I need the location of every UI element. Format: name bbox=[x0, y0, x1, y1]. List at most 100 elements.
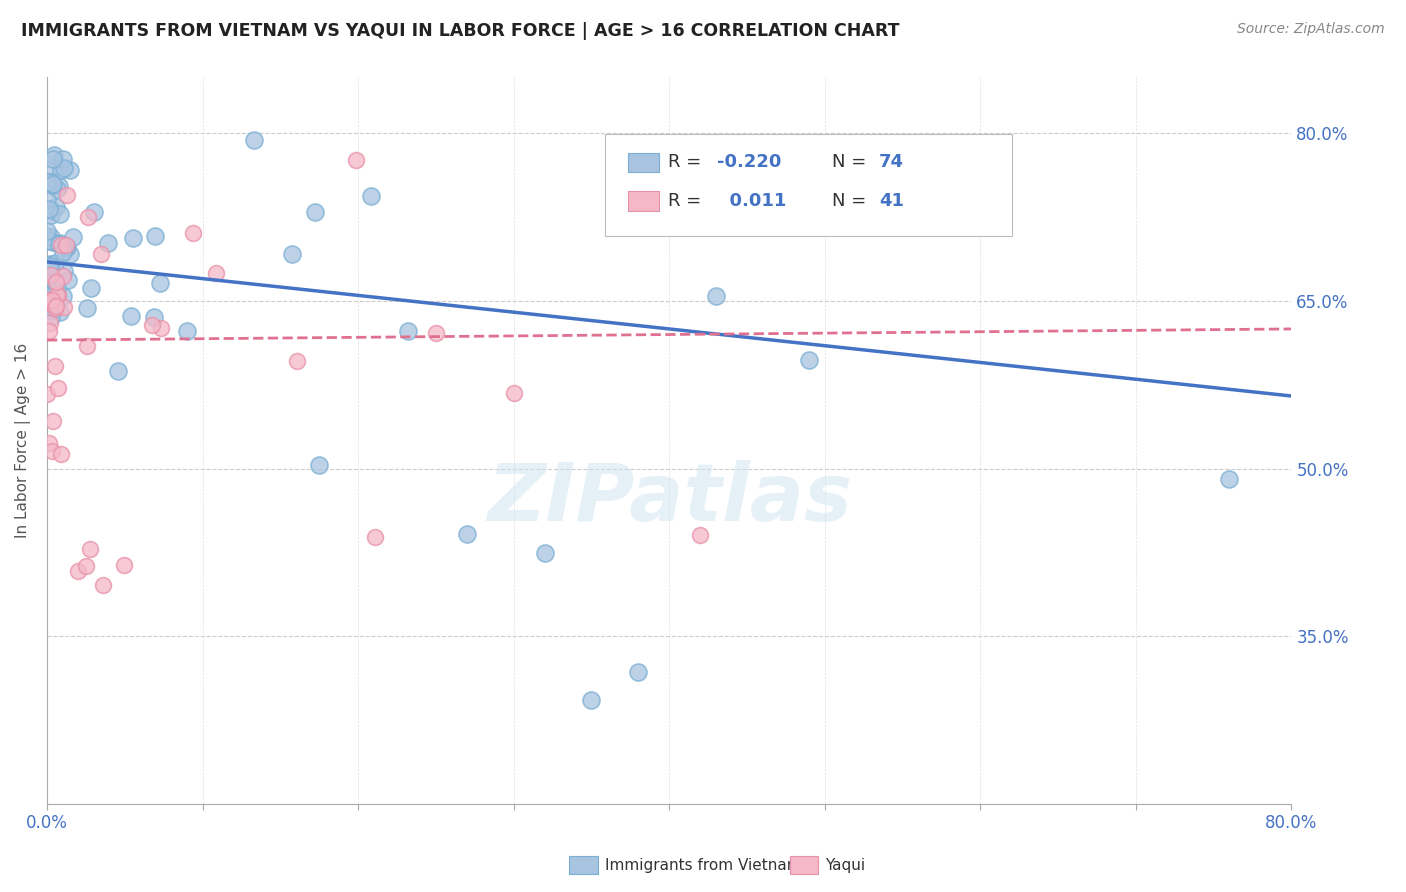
Point bbox=[112, 558, 135, 572]
Point bbox=[44, 301, 66, 316]
Point bbox=[176, 324, 198, 338]
Point bbox=[364, 529, 387, 543]
Point bbox=[45, 288, 67, 302]
Point bbox=[42, 161, 65, 175]
Point bbox=[55, 240, 77, 254]
Point bbox=[48, 381, 70, 395]
Text: Source: ZipAtlas.com: Source: ZipAtlas.com bbox=[1237, 22, 1385, 37]
Point bbox=[79, 542, 101, 557]
Point bbox=[41, 204, 63, 219]
Text: ZIPatlas: ZIPatlas bbox=[486, 460, 852, 538]
Point bbox=[141, 318, 163, 333]
Text: R =: R = bbox=[668, 153, 707, 171]
Point bbox=[38, 324, 60, 338]
Point bbox=[39, 208, 62, 222]
Point bbox=[689, 528, 711, 542]
Point bbox=[44, 294, 66, 309]
Point bbox=[38, 202, 60, 216]
Point bbox=[37, 175, 59, 189]
Point bbox=[45, 299, 67, 313]
Point bbox=[45, 200, 67, 214]
Point bbox=[41, 178, 63, 193]
Point bbox=[704, 289, 727, 303]
Point bbox=[37, 233, 59, 247]
Point bbox=[52, 289, 75, 303]
Text: N =: N = bbox=[832, 153, 872, 171]
Point bbox=[42, 177, 65, 191]
Point bbox=[38, 235, 60, 249]
Text: R =: R = bbox=[668, 192, 707, 210]
Point bbox=[49, 305, 72, 319]
Point bbox=[37, 260, 59, 274]
Point bbox=[38, 316, 60, 330]
Point bbox=[42, 152, 65, 166]
Point bbox=[62, 230, 84, 244]
Point bbox=[44, 359, 66, 373]
Point bbox=[39, 176, 62, 190]
Point bbox=[75, 559, 97, 574]
Point bbox=[45, 182, 67, 196]
Text: 41: 41 bbox=[879, 192, 904, 210]
Point bbox=[37, 193, 59, 207]
Point bbox=[45, 296, 67, 310]
Point bbox=[37, 293, 59, 307]
Point bbox=[79, 281, 101, 295]
Point bbox=[44, 256, 66, 270]
Point bbox=[37, 269, 59, 284]
Point bbox=[38, 260, 60, 274]
Point bbox=[52, 161, 75, 175]
Point bbox=[205, 266, 228, 280]
Point bbox=[122, 230, 145, 244]
Point bbox=[41, 235, 63, 249]
Point bbox=[56, 188, 79, 202]
Point bbox=[49, 238, 72, 252]
Point bbox=[533, 546, 555, 560]
Point bbox=[53, 300, 76, 314]
Point bbox=[107, 364, 129, 378]
Point bbox=[66, 564, 89, 578]
Point bbox=[49, 235, 72, 250]
Point bbox=[77, 210, 100, 224]
Point bbox=[48, 236, 70, 251]
Point bbox=[76, 301, 98, 315]
Point bbox=[45, 280, 67, 294]
Text: -0.220: -0.220 bbox=[717, 153, 782, 171]
Point bbox=[52, 244, 75, 259]
Text: 74: 74 bbox=[879, 153, 904, 171]
Point bbox=[97, 235, 120, 250]
Point bbox=[49, 207, 72, 221]
Point bbox=[46, 288, 69, 302]
Point bbox=[44, 148, 66, 162]
Point bbox=[281, 247, 304, 261]
Text: Yaqui: Yaqui bbox=[825, 858, 866, 872]
Point bbox=[396, 324, 419, 338]
Point bbox=[304, 205, 326, 219]
Point bbox=[627, 665, 650, 679]
Point bbox=[41, 303, 63, 318]
Point bbox=[242, 133, 264, 147]
Point bbox=[39, 268, 62, 283]
Point bbox=[149, 276, 172, 290]
Point bbox=[56, 240, 79, 254]
Point bbox=[42, 273, 65, 287]
Point bbox=[35, 387, 58, 401]
Point bbox=[120, 310, 142, 324]
Text: IMMIGRANTS FROM VIETNAM VS YAQUI IN LABOR FORCE | AGE > 16 CORRELATION CHART: IMMIGRANTS FROM VIETNAM VS YAQUI IN LABO… bbox=[21, 22, 900, 40]
Point bbox=[142, 310, 165, 324]
Point bbox=[143, 229, 166, 244]
Point bbox=[42, 298, 65, 312]
Point bbox=[52, 152, 75, 166]
Point bbox=[39, 310, 62, 324]
Point bbox=[59, 247, 82, 261]
Point bbox=[425, 326, 447, 340]
Point bbox=[344, 153, 367, 167]
Point bbox=[51, 269, 73, 284]
Point bbox=[76, 339, 98, 353]
Point bbox=[38, 256, 60, 270]
Point bbox=[37, 289, 59, 303]
Point bbox=[799, 353, 821, 368]
Point bbox=[456, 527, 478, 541]
Point bbox=[285, 354, 308, 368]
Text: 0.011: 0.011 bbox=[717, 192, 786, 210]
Point bbox=[38, 436, 60, 450]
